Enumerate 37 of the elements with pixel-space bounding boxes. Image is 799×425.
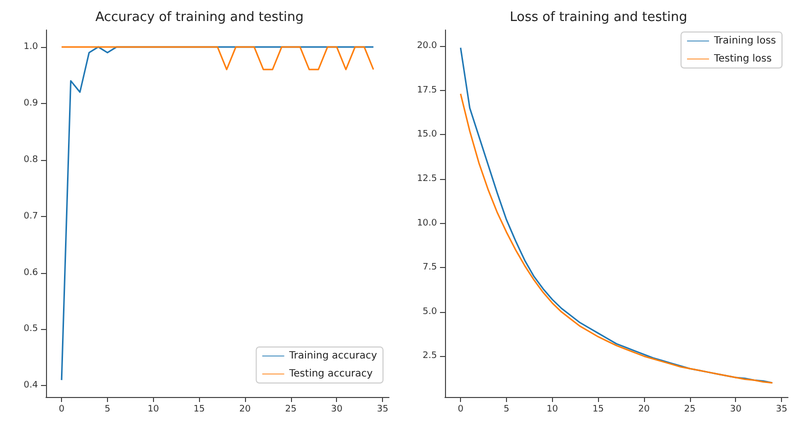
chart-title: Loss of training and testing [510,10,688,25]
legend-label: Testing loss [713,54,772,64]
x-tick-label: 25 [684,404,696,414]
x-tick-label: 35 [376,404,388,414]
chart-title: Accuracy of training and testing [95,10,304,25]
x-tick-label: 0 [458,404,464,414]
legend-label: Testing accuracy [288,368,373,380]
y-tick-label: 0.4 [24,380,38,391]
x-tick-label: 30 [331,404,343,414]
y-tick-label: 0.8 [24,154,38,165]
y-tick-label: 2.5 [422,351,437,362]
y-tick-label: 7.5 [422,262,437,273]
y-tick-label: 10.0 [416,218,438,228]
x-tick-label: 15 [193,404,205,414]
x-tick-label: 15 [592,404,604,414]
x-tick-label: 5 [504,404,510,414]
y-tick-label: 0.7 [24,211,38,222]
x-tick-label: 35 [776,404,788,414]
y-tick-label: 0.5 [24,324,38,334]
y-tick-label: 17.5 [416,85,437,96]
y-tick-label: 5.0 [422,306,438,317]
legend-label: Training accuracy [288,350,378,362]
legend-label: Training loss [713,36,776,46]
x-tick-label: 0 [58,404,65,414]
x-tick-label: 30 [730,404,742,414]
y-tick-label: 12.5 [416,174,437,184]
x-tick-label: 20 [638,404,650,414]
y-tick-label: 0.6 [24,268,38,278]
x-tick-label: 25 [285,404,297,414]
y-tick-label: 1.0 [24,42,38,52]
y-tick-label: 20.0 [416,40,438,51]
x-tick-label: 10 [148,404,160,414]
y-tick-label: 0.9 [24,98,38,108]
x-tick-label: 20 [239,404,252,414]
x-tick-label: 5 [104,404,110,414]
x-tick-label: 10 [546,404,558,414]
y-tick-label: 15.0 [416,130,438,140]
